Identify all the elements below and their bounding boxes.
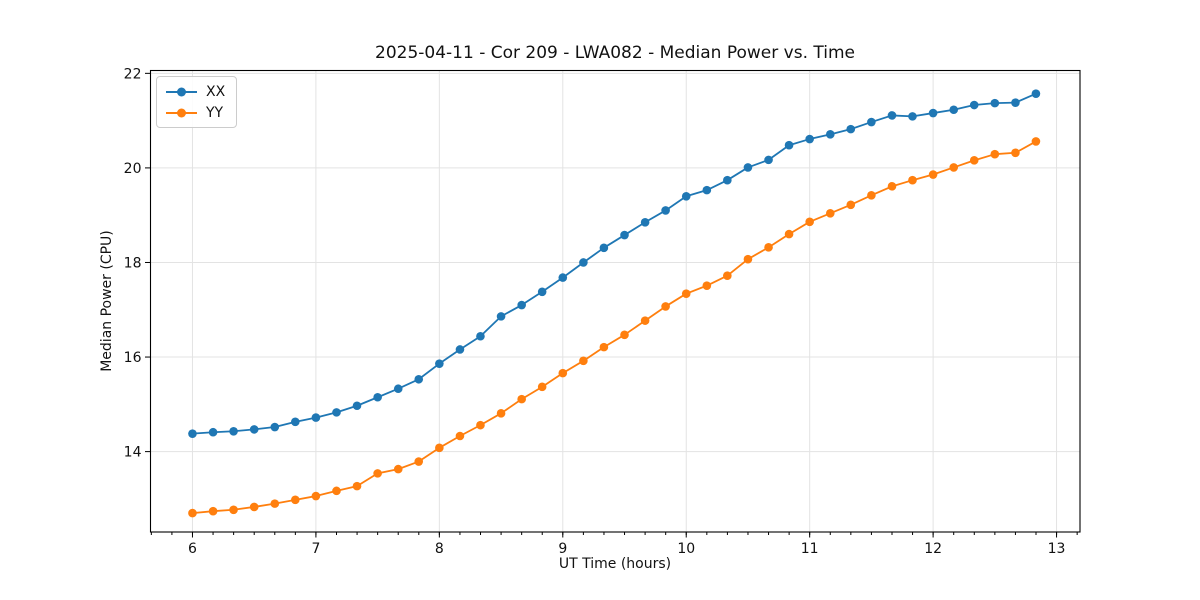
chart-title: 2025-04-11 - Cor 209 - LWA082 - Median P…	[375, 43, 855, 63]
legend-swatch-xx-icon	[166, 87, 197, 96]
legend-item-xx: XX	[165, 82, 225, 101]
legend-label-yy: YY	[206, 104, 224, 121]
y-tick-labels: 14 16 18 20 22	[124, 66, 142, 460]
svg-text:11: 11	[801, 541, 819, 557]
series-xx-markers	[188, 89, 1041, 438]
svg-text:22: 22	[124, 66, 142, 82]
legend-swatch-yy-icon	[166, 108, 197, 117]
svg-text:13: 13	[1048, 541, 1066, 557]
series-xx-line	[192, 92, 1037, 435]
svg-text:12: 12	[924, 541, 942, 557]
gridlines	[150, 70, 1080, 532]
svg-text:14: 14	[124, 445, 142, 461]
series-yy-markers	[188, 137, 1041, 518]
svg-text:20: 20	[124, 161, 142, 177]
plot-frame	[149, 69, 1081, 533]
x-tick-labels: 6 7 8 9 10 11 12 13	[188, 541, 1065, 557]
svg-text:16: 16	[124, 350, 142, 366]
legend-item-yy: YY	[165, 103, 225, 122]
svg-text:18: 18	[124, 255, 142, 271]
svg-text:8: 8	[435, 541, 444, 557]
x-axis-label: UT Time (hours)	[558, 556, 672, 572]
svg-text:6: 6	[188, 541, 197, 557]
legend: XX YY	[156, 76, 238, 128]
axis-ticks	[145, 72, 1078, 538]
svg-text:7: 7	[311, 541, 320, 557]
series-yy-line	[192, 140, 1037, 514]
svg-text:10: 10	[677, 541, 695, 557]
svg-text:9: 9	[558, 541, 567, 557]
legend-label-xx: XX	[206, 83, 226, 100]
